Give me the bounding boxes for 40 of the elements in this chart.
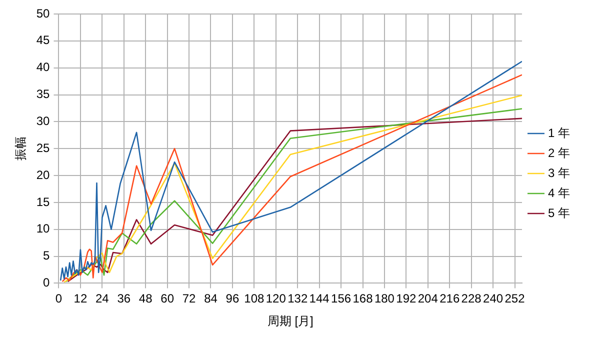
y-tick-label: 50	[36, 6, 50, 20]
legend-label: 5 年	[548, 206, 570, 220]
x-tick-label: 60	[160, 292, 174, 306]
x-tick-label: 216	[440, 292, 460, 306]
x-tick-label: 48	[138, 292, 153, 306]
y-tick-label: 45	[36, 33, 50, 48]
y-tick-label: 20	[36, 168, 50, 182]
x-tick-label: 12	[74, 292, 88, 306]
y-tick-label: 10	[36, 222, 50, 236]
x-tick-label: 96	[226, 292, 240, 306]
legend-label: 3 年	[548, 166, 570, 180]
x-tick-label: 252	[504, 292, 526, 306]
y-axis-title: 振幅	[14, 136, 28, 161]
legend-label: 4 年	[548, 186, 570, 200]
y-tick-label: 25	[36, 140, 50, 155]
x-tick-label: 120	[266, 292, 286, 306]
x-tick-label: 108	[244, 292, 265, 306]
x-tick-label: 168	[352, 292, 374, 306]
x-tick-label: 192	[396, 292, 417, 306]
legend-label: 1 年	[548, 126, 570, 140]
y-tick-label: 15	[36, 194, 50, 209]
x-tick-label: 240	[483, 292, 504, 306]
y-tick-label: 5	[43, 248, 50, 263]
x-tick-label: 24	[95, 292, 110, 306]
x-tick-label: 204	[418, 292, 438, 306]
y-tick-label: 30	[36, 114, 50, 128]
x-tick-label: 84	[204, 292, 218, 306]
x-tick-label: 36	[117, 292, 131, 306]
y-tick-label: 35	[36, 87, 50, 102]
y-tick-label: 0	[43, 276, 50, 290]
x-tick-label: 228	[461, 292, 482, 306]
x-tick-label: 0	[55, 292, 62, 306]
y-tick-label: 40	[36, 60, 50, 74]
legend-label: 2 年	[548, 146, 570, 160]
x-tick-label: 156	[331, 292, 352, 306]
x-tick-label: 72	[182, 292, 196, 306]
x-tick-label: 180	[374, 292, 395, 306]
x-tick-label: 144	[309, 292, 330, 306]
x-axis-title: 周期 [月]	[267, 314, 314, 328]
x-tick-label: 132	[288, 292, 308, 306]
